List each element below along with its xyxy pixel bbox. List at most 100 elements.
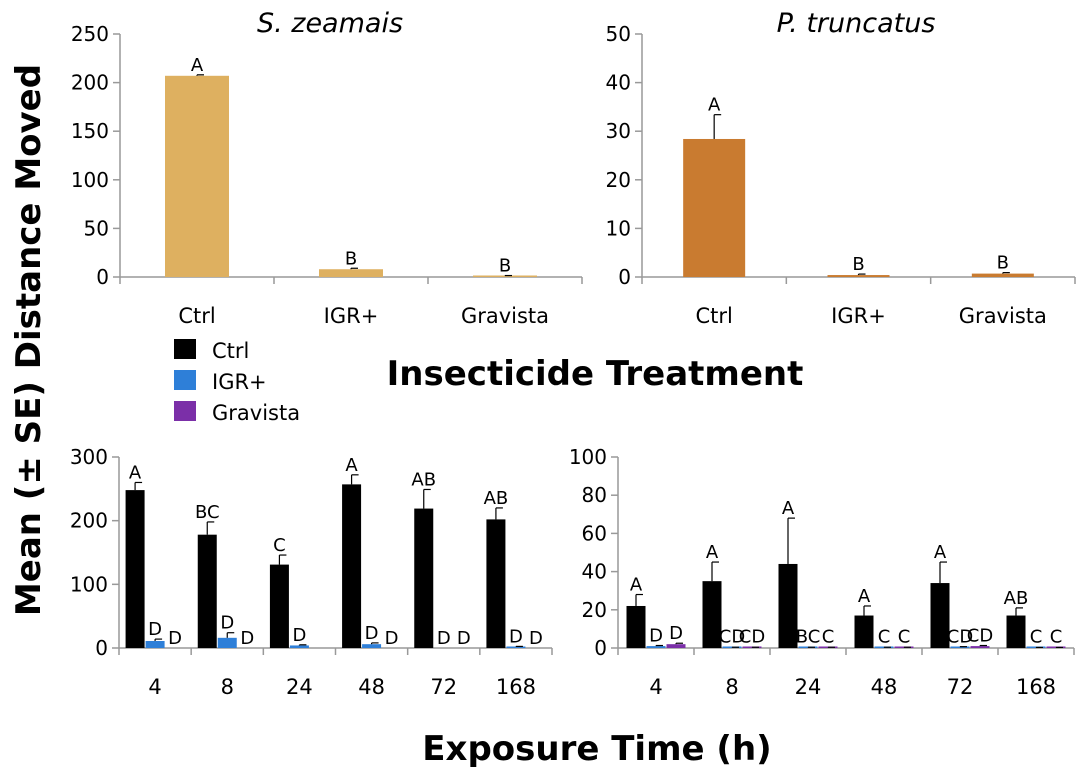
panel-4-ctrl-24-letter: A	[782, 498, 795, 519]
panel-4-x-tick-label: 8	[725, 675, 738, 699]
legend-label-ctrl: Ctrl	[212, 339, 249, 363]
panel-4-igr-48-letter: C	[878, 627, 891, 648]
top-x-axis-label: Insecticide Treatment	[387, 354, 804, 394]
legend-swatch-gravista	[174, 401, 196, 421]
panel-3-gravista-168-letter: D	[529, 628, 543, 649]
panel-1-y-tick-label: 50	[84, 216, 109, 240]
panel-3-igr-4-bar	[145, 640, 165, 648]
panel-3-ctrl-72-letter: AB	[411, 469, 436, 490]
panel-4-igr-4-bar	[646, 646, 666, 648]
panel-4-x-tick-label: 24	[795, 675, 822, 699]
panel-4-gravista-8-letter: CD	[739, 627, 765, 648]
panel-2-title: P. truncatus	[777, 8, 936, 39]
panel-3-x-tick-label: 72	[430, 675, 457, 699]
panel-4-igr-24-letter: BC	[796, 627, 821, 648]
panel-4-ctrl-48-letter: A	[858, 586, 871, 607]
panel-1-gravista-letter: B	[499, 256, 511, 277]
panel-4-gravista-72-bar	[970, 646, 990, 648]
panel-3-gravista-48-letter: D	[385, 628, 399, 649]
panel-2-y-tick-label: 50	[606, 22, 631, 46]
panel-4-ctrl-168-bar	[1006, 615, 1026, 648]
panel-4-x-tick-label: 4	[649, 675, 662, 699]
panel-4-x-tick-label: 48	[871, 675, 898, 699]
panel-4-igr-72-letter: CD	[947, 627, 973, 648]
panel-4-y-tick-label: 100	[569, 445, 607, 469]
panel-3-igr-8-letter: D	[220, 613, 234, 634]
panel-3-igr-24-letter: D	[292, 625, 306, 646]
panel-1-y-tick-label: 100	[71, 168, 109, 192]
panel-1-ctrl-bar	[165, 75, 229, 278]
panel-3-x-tick-label: 168	[496, 675, 536, 699]
panel-2-x-tick-label: Gravista	[959, 304, 1047, 328]
panel-1-y-tick-label: 200	[71, 71, 109, 95]
panel-3-x-tick-label: 24	[286, 675, 313, 699]
panel-2-y-tick-label: 0	[618, 265, 631, 289]
panel-4-y-tick-label: 60	[582, 521, 607, 545]
panel-3-igr-8-bar	[217, 637, 237, 648]
panel-2-gravista-bar	[971, 273, 1034, 277]
panel-3-ctrl-4-bar	[125, 490, 145, 648]
panel-4-ctrl-24-bar	[778, 563, 798, 648]
panel-1-x-tick-label: Ctrl	[178, 304, 215, 328]
panel-3-x-tick-label: 4	[148, 675, 161, 699]
panel-3-igr-48-letter: D	[365, 623, 379, 644]
bottom-x-axis-label: Exposure Time (h)	[422, 729, 771, 769]
panel-1-x-tick-label: Gravista	[461, 304, 549, 328]
panel-1-y-tick-label: 0	[96, 265, 109, 289]
legend-label-gravista: Gravista	[212, 401, 300, 425]
panel-3-igr-48-bar	[362, 644, 382, 648]
panel-3-y-tick-label: 100	[70, 572, 108, 596]
panel-3-y-tick-label: 200	[70, 509, 108, 533]
panel-4-y-tick-label: 0	[594, 636, 607, 660]
panel-3-igr-168-letter: D	[509, 626, 523, 647]
panel-4-gravista-4-bar	[666, 644, 686, 648]
panel-4-ctrl-72-bar	[930, 583, 950, 648]
panel-1-y-tick-label: 250	[71, 22, 109, 46]
y-axis-label: Mean (± SE) Distance Moved	[9, 64, 49, 616]
panel-1-title: S. zeamais	[257, 8, 403, 39]
panel-1-y-tick-label: 150	[71, 119, 109, 143]
panel-4-gravista-24-letter: C	[822, 627, 835, 648]
panel-2-igr-bar	[827, 275, 890, 277]
panel-4-gravista-168-letter: C	[1050, 627, 1063, 648]
panel-4-ctrl-4-bar	[626, 605, 646, 648]
panel-3-ctrl-8-bar	[197, 534, 217, 648]
panel-3-igr-168-bar	[506, 646, 526, 648]
panel-4-ctrl-4-letter: A	[630, 575, 643, 596]
panel-3-igr-72-letter: D	[437, 628, 451, 649]
panel-4-ctrl-8-bar	[702, 581, 722, 648]
panel-2-y-tick-label: 30	[606, 119, 631, 143]
legend: Ctrl IGR+ Gravista	[174, 339, 300, 425]
legend-swatch-igr	[174, 370, 196, 390]
panel-3-x-tick-label: 8	[221, 675, 234, 699]
panel-2-x-tick-label: Ctrl	[695, 304, 732, 328]
panel-4-y-tick-label: 80	[582, 483, 607, 507]
panel-1-igr-bar	[319, 269, 383, 277]
panel-4-gravista-4-letter: D	[669, 623, 683, 644]
legend-swatch-ctrl	[174, 339, 196, 359]
panel-3-igr-24-bar	[289, 645, 309, 648]
panel-3-ctrl-168-bar	[486, 519, 506, 648]
panel-3-ctrl-4-letter: A	[129, 462, 142, 483]
panel-4-igr-168-letter: C	[1030, 627, 1043, 648]
panel-4-ctrl-8-letter: A	[706, 542, 719, 563]
panel-3-igr-4-letter: D	[148, 619, 162, 640]
panel-3-gravista-72-letter: D	[457, 628, 471, 649]
panel-2-gravista-letter: B	[997, 253, 1009, 274]
legend-label-igr: IGR+	[212, 370, 267, 394]
panel-3-x-tick-label: 48	[358, 675, 385, 699]
panel-1-gravista-bar	[473, 275, 537, 277]
panel-1-x-tick-label: IGR+	[324, 304, 379, 328]
panel-4-ctrl-168-letter: AB	[1004, 588, 1029, 609]
panel-3-gravista-8-letter: D	[240, 628, 254, 649]
panel-2-ctrl-letter: A	[708, 95, 721, 116]
panel-3-gravista-4-letter: D	[168, 628, 182, 649]
panel-4-x-tick-label: 72	[947, 675, 974, 699]
marks-layer	[125, 74, 1066, 649]
panel-4-gravista-72-letter: CD	[967, 626, 993, 647]
panel-3-ctrl-72-bar	[414, 508, 434, 648]
panel-4-igr-8-letter: CD	[719, 627, 745, 648]
panel-2-igr-letter: B	[852, 254, 864, 275]
panel-2-ctrl-bar	[683, 138, 746, 277]
